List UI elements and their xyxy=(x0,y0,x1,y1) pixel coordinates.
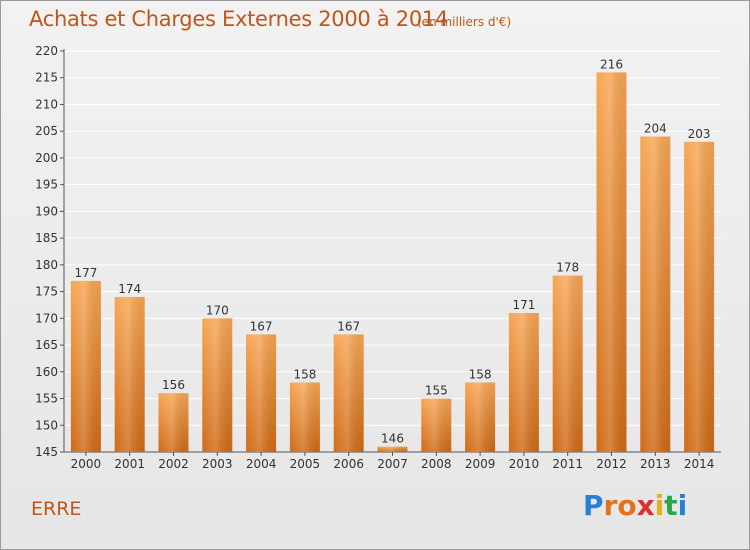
bar-shine-2010 xyxy=(508,312,539,452)
x-tick-label: 2012 xyxy=(596,457,627,471)
y-tick-label: 145 xyxy=(35,445,58,459)
data-label: 177 xyxy=(74,266,97,280)
y-tick-label: 195 xyxy=(35,178,58,192)
chart-title: Achats et Charges Externes 2000 à 2014 xyxy=(29,7,449,31)
data-label: 170 xyxy=(206,303,229,317)
data-label: 158 xyxy=(469,367,492,381)
axes: 145 150 155 160 165 170 175 180 185 190 195 200 205 2… xyxy=(35,44,721,471)
bar-shine-2008 xyxy=(421,398,452,452)
x-tick-label: 2013 xyxy=(640,457,671,471)
x-tick-label: 2000 xyxy=(71,457,102,471)
y-tick-label: 175 xyxy=(35,285,58,299)
data-label: 171 xyxy=(512,298,535,312)
y-tick-label: 190 xyxy=(35,204,58,218)
y-tick-label: 220 xyxy=(35,44,58,58)
y-tick-label: 160 xyxy=(35,365,58,379)
y-tick-label: 185 xyxy=(35,231,58,245)
place-name: ERRE xyxy=(31,498,82,520)
data-label: 203 xyxy=(688,127,711,141)
x-tick-label: 2011 xyxy=(552,457,583,471)
bar-shine-2003 xyxy=(202,318,233,452)
logo-letter: o xyxy=(617,489,637,522)
x-tick-label: 2010 xyxy=(509,457,540,471)
bar-shine-2014 xyxy=(684,141,715,453)
bar-shine-2007 xyxy=(377,446,408,452)
bar-shine-2002 xyxy=(158,393,189,452)
chart-subtitle: (en milliers d'€) xyxy=(417,15,512,29)
bar-shine-2001 xyxy=(114,296,145,452)
y-tick-label: 150 xyxy=(35,418,58,432)
logo-letter: i xyxy=(677,489,688,522)
bar-shine-2011 xyxy=(552,275,583,452)
x-tick-label: 2003 xyxy=(202,457,233,471)
y-tick-label: 200 xyxy=(35,151,58,165)
bars xyxy=(70,72,715,453)
bar-shine-2004 xyxy=(246,334,277,452)
data-label: 146 xyxy=(381,432,404,446)
data-label: 155 xyxy=(425,384,448,398)
bar-shine-2006 xyxy=(333,334,364,452)
logo-letter: P xyxy=(583,489,604,522)
x-tick-label: 2014 xyxy=(684,457,715,471)
bar-shine-2000 xyxy=(70,280,101,452)
logo-letter: r xyxy=(603,489,618,522)
bar-shine-2009 xyxy=(465,382,496,452)
x-tick-label: 2002 xyxy=(158,457,189,471)
y-tick-label: 215 xyxy=(35,71,58,85)
y-tick-label: 165 xyxy=(35,338,58,352)
data-label: 167 xyxy=(250,319,273,333)
data-label: 167 xyxy=(337,319,360,333)
x-tick-label: 2001 xyxy=(114,457,145,471)
y-tick-label: 205 xyxy=(35,124,58,138)
data-label: 216 xyxy=(600,57,623,71)
x-tick-label: 2007 xyxy=(377,457,408,471)
bar-shine-2012 xyxy=(596,72,627,453)
bar-shine-2013 xyxy=(640,136,671,452)
data-labels: 177 174 156 170 167 158 167 146 155 158 171 178 216 2… xyxy=(74,57,710,445)
bar-shine-2005 xyxy=(289,382,320,452)
y-tick-label: 180 xyxy=(35,258,58,272)
logo-letter: t xyxy=(664,489,678,522)
y-tick-label: 210 xyxy=(35,97,58,111)
x-tick-label: 2006 xyxy=(333,457,364,471)
logo-letter: i xyxy=(654,489,665,522)
data-label: 158 xyxy=(293,367,316,381)
y-tick-label: 170 xyxy=(35,311,58,325)
x-tick-label: 2005 xyxy=(290,457,321,471)
data-label: 174 xyxy=(118,282,141,296)
data-label: 204 xyxy=(644,122,667,136)
x-tick-label: 2004 xyxy=(246,457,277,471)
data-label: 156 xyxy=(162,378,185,392)
logo-letter: x xyxy=(636,489,655,522)
x-tick-label: 2008 xyxy=(421,457,452,471)
proxiti-logo: Proxiti xyxy=(583,489,687,522)
x-tick-label: 2009 xyxy=(465,457,496,471)
data-label: 178 xyxy=(556,261,579,275)
y-tick-label: 155 xyxy=(35,392,58,406)
